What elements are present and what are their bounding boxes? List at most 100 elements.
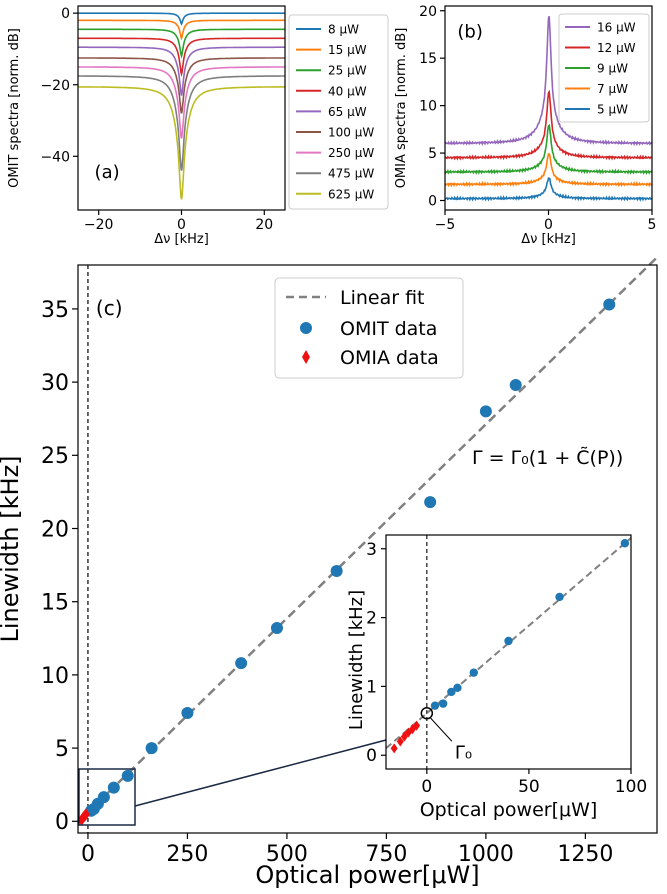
gamma0-label: Γ₀ <box>455 742 472 763</box>
panel-label: (c) <box>96 296 123 320</box>
y-tick-label: −20 <box>40 78 70 94</box>
omit-point <box>145 742 158 755</box>
series-line <box>445 16 652 147</box>
y-tick-label: 20 <box>419 4 437 20</box>
legend-entry: 15 μW <box>328 43 367 57</box>
series-line <box>78 12 285 26</box>
series-line <box>78 75 285 171</box>
series-line <box>78 57 285 114</box>
panel-c: 0 250 500 750 1000 125005101520253035Optical … <box>0 256 658 889</box>
y-tick-label: 0 <box>366 746 377 766</box>
y-tick-label: 0 <box>55 810 69 835</box>
x-tick-label: −5 <box>435 217 456 233</box>
series-line <box>78 37 285 77</box>
series-line <box>78 66 285 139</box>
series-line <box>445 177 652 202</box>
gamma0-pointer <box>429 716 453 742</box>
omit-point <box>181 706 194 719</box>
panel-b: −5 0 5 0 5 10 15 20 Δν [kHz] OMIA spectra [norm. … <box>394 4 656 247</box>
y-tick-label: 5 <box>428 146 437 162</box>
x-tick-label: 500 <box>266 842 308 867</box>
inset-omia-point <box>396 736 404 747</box>
panel-label: (a) <box>95 162 120 183</box>
y-tick-label: 30 <box>41 371 69 396</box>
series-line <box>78 28 285 59</box>
legend-entry: 250 μW <box>328 146 374 160</box>
y-tick-label: 15 <box>41 591 69 616</box>
y-tick-label: 20 <box>41 517 69 542</box>
legend-entry: Linear fit <box>340 287 425 309</box>
legend-entry: 16 μW <box>597 21 636 35</box>
y-axis-label: OMIA spectra [norm. dB] <box>394 28 409 189</box>
x-tick-label: 1000 <box>458 842 514 867</box>
legend-entry: 12 μW <box>597 41 636 55</box>
series-line <box>78 86 285 200</box>
panel-label: (b) <box>457 21 482 42</box>
inset-y-axis-label: Linewidth [kHz] <box>346 590 367 730</box>
inset-x-axis-label: Optical power[μW] <box>420 799 598 821</box>
x-tick-label: 0 <box>544 217 553 233</box>
inset-omit-point <box>620 539 630 548</box>
legend: 16 μW 12 μW 9 μW 7 μW 5 μW <box>558 13 650 123</box>
legend-entry: 475 μW <box>328 167 374 181</box>
y-tick-label: 15 <box>419 51 437 67</box>
omit-point <box>235 657 248 670</box>
inset-omit-point <box>469 668 478 677</box>
x-tick-label: 1250 <box>557 842 613 867</box>
legend-entry: 5 μW <box>597 103 628 117</box>
inset-omit-point <box>438 699 448 708</box>
series-line <box>445 89 652 161</box>
inset-fit-line <box>385 537 632 750</box>
omit-point <box>270 622 283 635</box>
axes-frame <box>444 5 653 211</box>
x-tick-label: −20 <box>84 217 114 233</box>
legend-entry: OMIT data <box>340 318 437 340</box>
legend: Linear fit OMIT data OMIA data <box>274 277 464 379</box>
inset-omia-point <box>390 743 398 754</box>
inset-omit-point <box>430 701 440 710</box>
x-tick-label: 5 <box>648 217 657 233</box>
legend-frame <box>274 277 464 379</box>
legend-entry: 100 μW <box>328 126 374 140</box>
y-tick-label: 5 <box>55 737 69 762</box>
x-tick-label: 250 <box>166 842 208 867</box>
gamma0-marker <box>420 707 434 720</box>
x-tick-label: 20 <box>255 217 273 233</box>
inset-omia-point <box>413 720 421 731</box>
omit-point <box>479 405 492 418</box>
omit-point <box>97 791 110 804</box>
omia-point <box>81 808 90 821</box>
legend-swatch <box>300 322 312 334</box>
omit-point <box>603 298 616 311</box>
inset-omit-point <box>453 683 462 692</box>
y-axis-label: Linewidth [kHz] <box>0 455 24 642</box>
inset-omit-point <box>447 687 456 697</box>
series-line <box>78 19 285 41</box>
y-tick-label: 10 <box>419 99 437 115</box>
legend: 8 μW 15 μW 25 μW 40 μW 65 μW 100 μW 250 μW 475 … <box>288 14 389 210</box>
fit-formula: Γ = Γ₀(1 + C̃(P)) <box>472 447 623 469</box>
x-axis-label: Δν [kHz] <box>154 232 209 247</box>
legend-entry: 25 μW <box>328 64 367 78</box>
legend-frame <box>288 14 389 210</box>
x-tick-label: 100 <box>615 777 647 797</box>
series-line <box>445 123 652 176</box>
zoom-connector <box>134 739 387 807</box>
y-tick-label: 0 <box>428 194 437 210</box>
axes-frame <box>77 264 658 834</box>
inset-omit-point <box>504 636 513 646</box>
omit-point <box>424 496 437 509</box>
inset-background <box>386 535 631 769</box>
legend-entry: 65 μW <box>328 105 367 119</box>
x-tick-label: 750 <box>365 842 407 867</box>
axes-frame <box>77 5 286 211</box>
inset-omit-point <box>555 592 564 602</box>
x-axis-label: Optical power[μW] <box>255 861 479 889</box>
legend-frame <box>558 13 650 123</box>
panel-a: −20 0 20 0 −20 −40 Δν [kHz] OMIT spectra [norm.… <box>7 5 389 247</box>
legend-entry: 625 μW <box>328 187 374 201</box>
y-tick-label: 35 <box>41 298 69 323</box>
y-tick-label: −40 <box>40 149 70 165</box>
legend-entry: 40 μW <box>328 84 367 98</box>
